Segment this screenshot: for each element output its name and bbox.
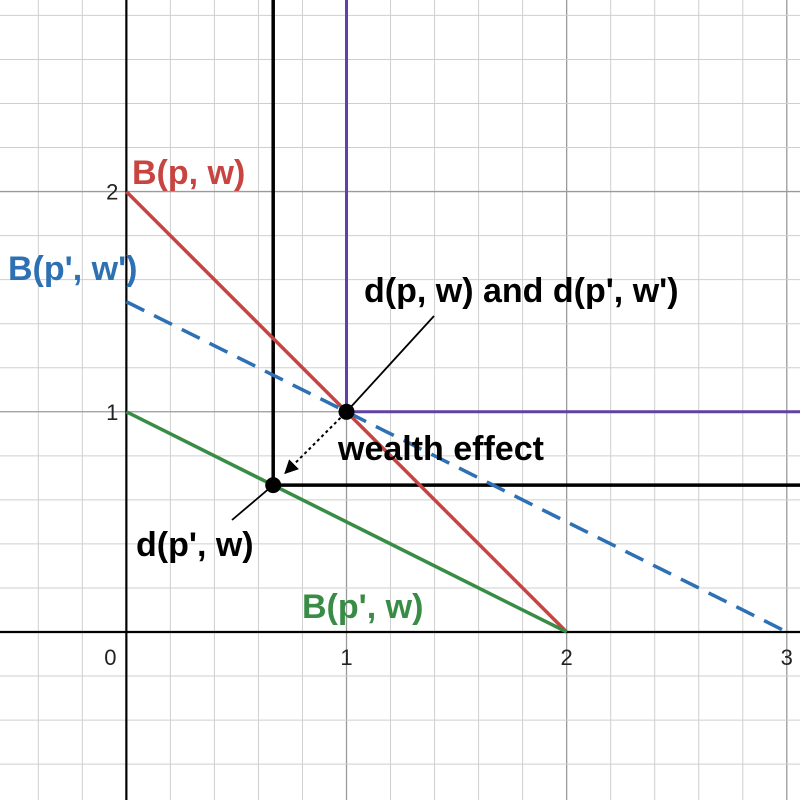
- wealth-effect-arrow: [284, 417, 342, 475]
- wealth-effect-label: wealth effect: [337, 430, 544, 468]
- x-tick-label: 2: [561, 645, 573, 670]
- leader-line: [231, 484, 274, 521]
- x-tick-label: 1: [340, 645, 352, 670]
- labels: B(p, w) B(p', w') B(p', w) d(p, w) and d(p'…: [8, 154, 679, 626]
- point-label-original: d(p, w) and d(p', w'): [364, 272, 679, 310]
- budget-label-original: B(p, w): [132, 154, 245, 192]
- y-tick-label: 1: [106, 400, 118, 425]
- annotations: [231, 315, 435, 521]
- budget-line: [125, 410, 568, 634]
- point-label-new: d(p', w): [136, 526, 254, 564]
- x-tick-label: 0: [104, 645, 116, 670]
- leader-line: [345, 315, 435, 413]
- budget-label-new-price: B(p', w): [302, 588, 423, 626]
- optimal-bundle-point: [338, 403, 355, 420]
- optimal-bundle-point: [265, 477, 282, 494]
- x-tick-label: 3: [781, 645, 793, 670]
- y-tick-label: 2: [106, 180, 118, 205]
- budget-label-compensated: B(p', w'): [8, 250, 137, 288]
- tick-labels: 0 1 2 3 1 2: [104, 180, 793, 670]
